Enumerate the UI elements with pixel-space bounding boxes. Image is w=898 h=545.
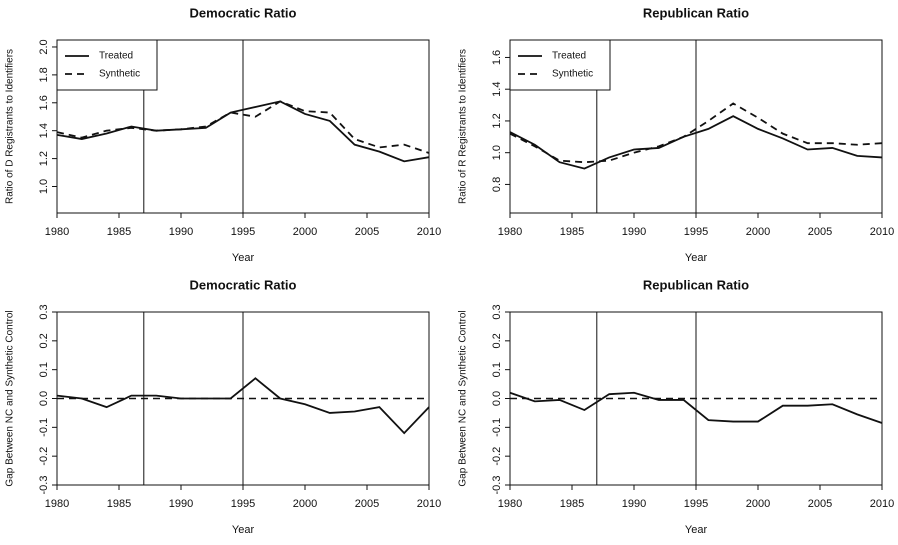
x-tick-label: 1980 bbox=[498, 226, 522, 238]
x-tick-label: 2000 bbox=[293, 498, 317, 510]
x-tick-label: 1985 bbox=[107, 498, 131, 510]
y-tick-label: 1.0 bbox=[491, 145, 503, 160]
x-tick-label: 1985 bbox=[560, 498, 584, 510]
y-axis-label: Ratio of D Registrants to Identifiers bbox=[5, 49, 16, 204]
legend-label: Synthetic bbox=[552, 69, 593, 80]
panel: Republican Ratio Year Ratio of R Registran… bbox=[458, 5, 895, 263]
y-tick-label: 0.2 bbox=[38, 333, 50, 348]
x-tick-label: 1985 bbox=[560, 226, 584, 238]
y-tick-label: 1.0 bbox=[38, 179, 50, 194]
chart-title: Democratic Ratio bbox=[190, 277, 297, 292]
y-axis-label: Ratio of R Registrants to Identifiers bbox=[458, 49, 469, 204]
y-tick-label: 0.2 bbox=[491, 333, 503, 348]
chart-title: Republican Ratio bbox=[643, 5, 749, 20]
y-tick-label: -0.1 bbox=[38, 418, 50, 437]
plot-frame bbox=[509, 311, 883, 486]
y-tick-label: 1.6 bbox=[491, 50, 503, 65]
x-tick-label: 1980 bbox=[45, 498, 69, 510]
chart-title: Democratic Ratio bbox=[190, 5, 297, 20]
y-tick-label: 0.0 bbox=[491, 391, 503, 406]
x-tick-label: 2005 bbox=[808, 498, 832, 510]
x-tick-label: 1995 bbox=[684, 498, 708, 510]
x-tick-label: 1995 bbox=[684, 226, 708, 238]
plot-frame bbox=[509, 39, 883, 214]
x-tick-label: 1995 bbox=[231, 498, 255, 510]
y-tick-label: 0.3 bbox=[38, 304, 50, 319]
y-tick-label: 0.8 bbox=[491, 177, 503, 192]
y-tick-label: -0.3 bbox=[491, 476, 503, 495]
y-tick-label: 1.2 bbox=[38, 151, 50, 166]
legend-box bbox=[56, 39, 158, 91]
x-axis-label: Year bbox=[232, 524, 255, 536]
y-tick-label: -0.3 bbox=[38, 476, 50, 495]
y-tick-label: 1.4 bbox=[491, 82, 503, 97]
y-axis-label: Gap Between NC and Synthetic Control bbox=[458, 310, 469, 486]
x-tick-label: 1990 bbox=[169, 226, 193, 238]
x-axis-label: Year bbox=[685, 524, 708, 536]
x-axis-label: Year bbox=[685, 252, 708, 264]
y-tick-label: 0.3 bbox=[491, 304, 503, 319]
x-tick-label: 2010 bbox=[870, 226, 894, 238]
series-line bbox=[509, 391, 883, 424]
y-tick-label: -0.2 bbox=[491, 447, 503, 466]
series-line bbox=[56, 100, 430, 154]
panel: Democratic Ratio Year Ratio of D Registran… bbox=[5, 5, 442, 263]
x-tick-label: 2010 bbox=[870, 498, 894, 510]
x-tick-label: 2010 bbox=[417, 226, 441, 238]
x-tick-label: 1990 bbox=[622, 498, 646, 510]
x-tick-label: 2005 bbox=[355, 498, 379, 510]
x-tick-label: 1995 bbox=[231, 226, 255, 238]
x-axis-label: Year bbox=[232, 252, 255, 264]
panel: Democratic Ratio Year Gap Between NC and S… bbox=[5, 277, 442, 535]
series-line bbox=[509, 115, 883, 170]
x-tick-label: 1990 bbox=[169, 498, 193, 510]
series-line bbox=[509, 102, 883, 164]
legend-label: Synthetic bbox=[99, 69, 140, 80]
x-tick-label: 2010 bbox=[417, 498, 441, 510]
y-tick-label: 0.1 bbox=[38, 362, 50, 377]
y-tick-label: -0.1 bbox=[491, 418, 503, 437]
y-tick-label: 0.1 bbox=[491, 362, 503, 377]
legend-box bbox=[509, 39, 611, 91]
x-tick-label: 1980 bbox=[45, 226, 69, 238]
plot-frame bbox=[56, 39, 430, 214]
x-tick-label: 2005 bbox=[355, 226, 379, 238]
x-tick-label: 2000 bbox=[746, 226, 770, 238]
legend-label: Treated bbox=[552, 51, 586, 62]
legend-label: Treated bbox=[99, 51, 133, 62]
x-tick-label: 1980 bbox=[498, 498, 522, 510]
y-tick-label: 0.0 bbox=[38, 391, 50, 406]
chart-title: Republican Ratio bbox=[643, 277, 749, 292]
x-tick-label: 2005 bbox=[808, 226, 832, 238]
x-tick-label: 2000 bbox=[293, 226, 317, 238]
y-tick-label: 1.4 bbox=[38, 123, 50, 138]
y-tick-label: 1.2 bbox=[491, 113, 503, 128]
y-tick-label: 1.8 bbox=[38, 67, 50, 82]
plot-frame bbox=[56, 311, 430, 486]
y-tick-label: 1.6 bbox=[38, 95, 50, 110]
x-tick-label: 1990 bbox=[622, 226, 646, 238]
y-tick-label: 2.0 bbox=[38, 39, 50, 54]
y-axis-label: Gap Between NC and Synthetic Control bbox=[5, 310, 16, 486]
x-tick-label: 2000 bbox=[746, 498, 770, 510]
series-line bbox=[56, 377, 430, 435]
y-tick-label: -0.2 bbox=[38, 447, 50, 466]
x-tick-label: 1985 bbox=[107, 226, 131, 238]
panel: Republican Ratio Year Gap Between NC and S… bbox=[458, 277, 895, 535]
